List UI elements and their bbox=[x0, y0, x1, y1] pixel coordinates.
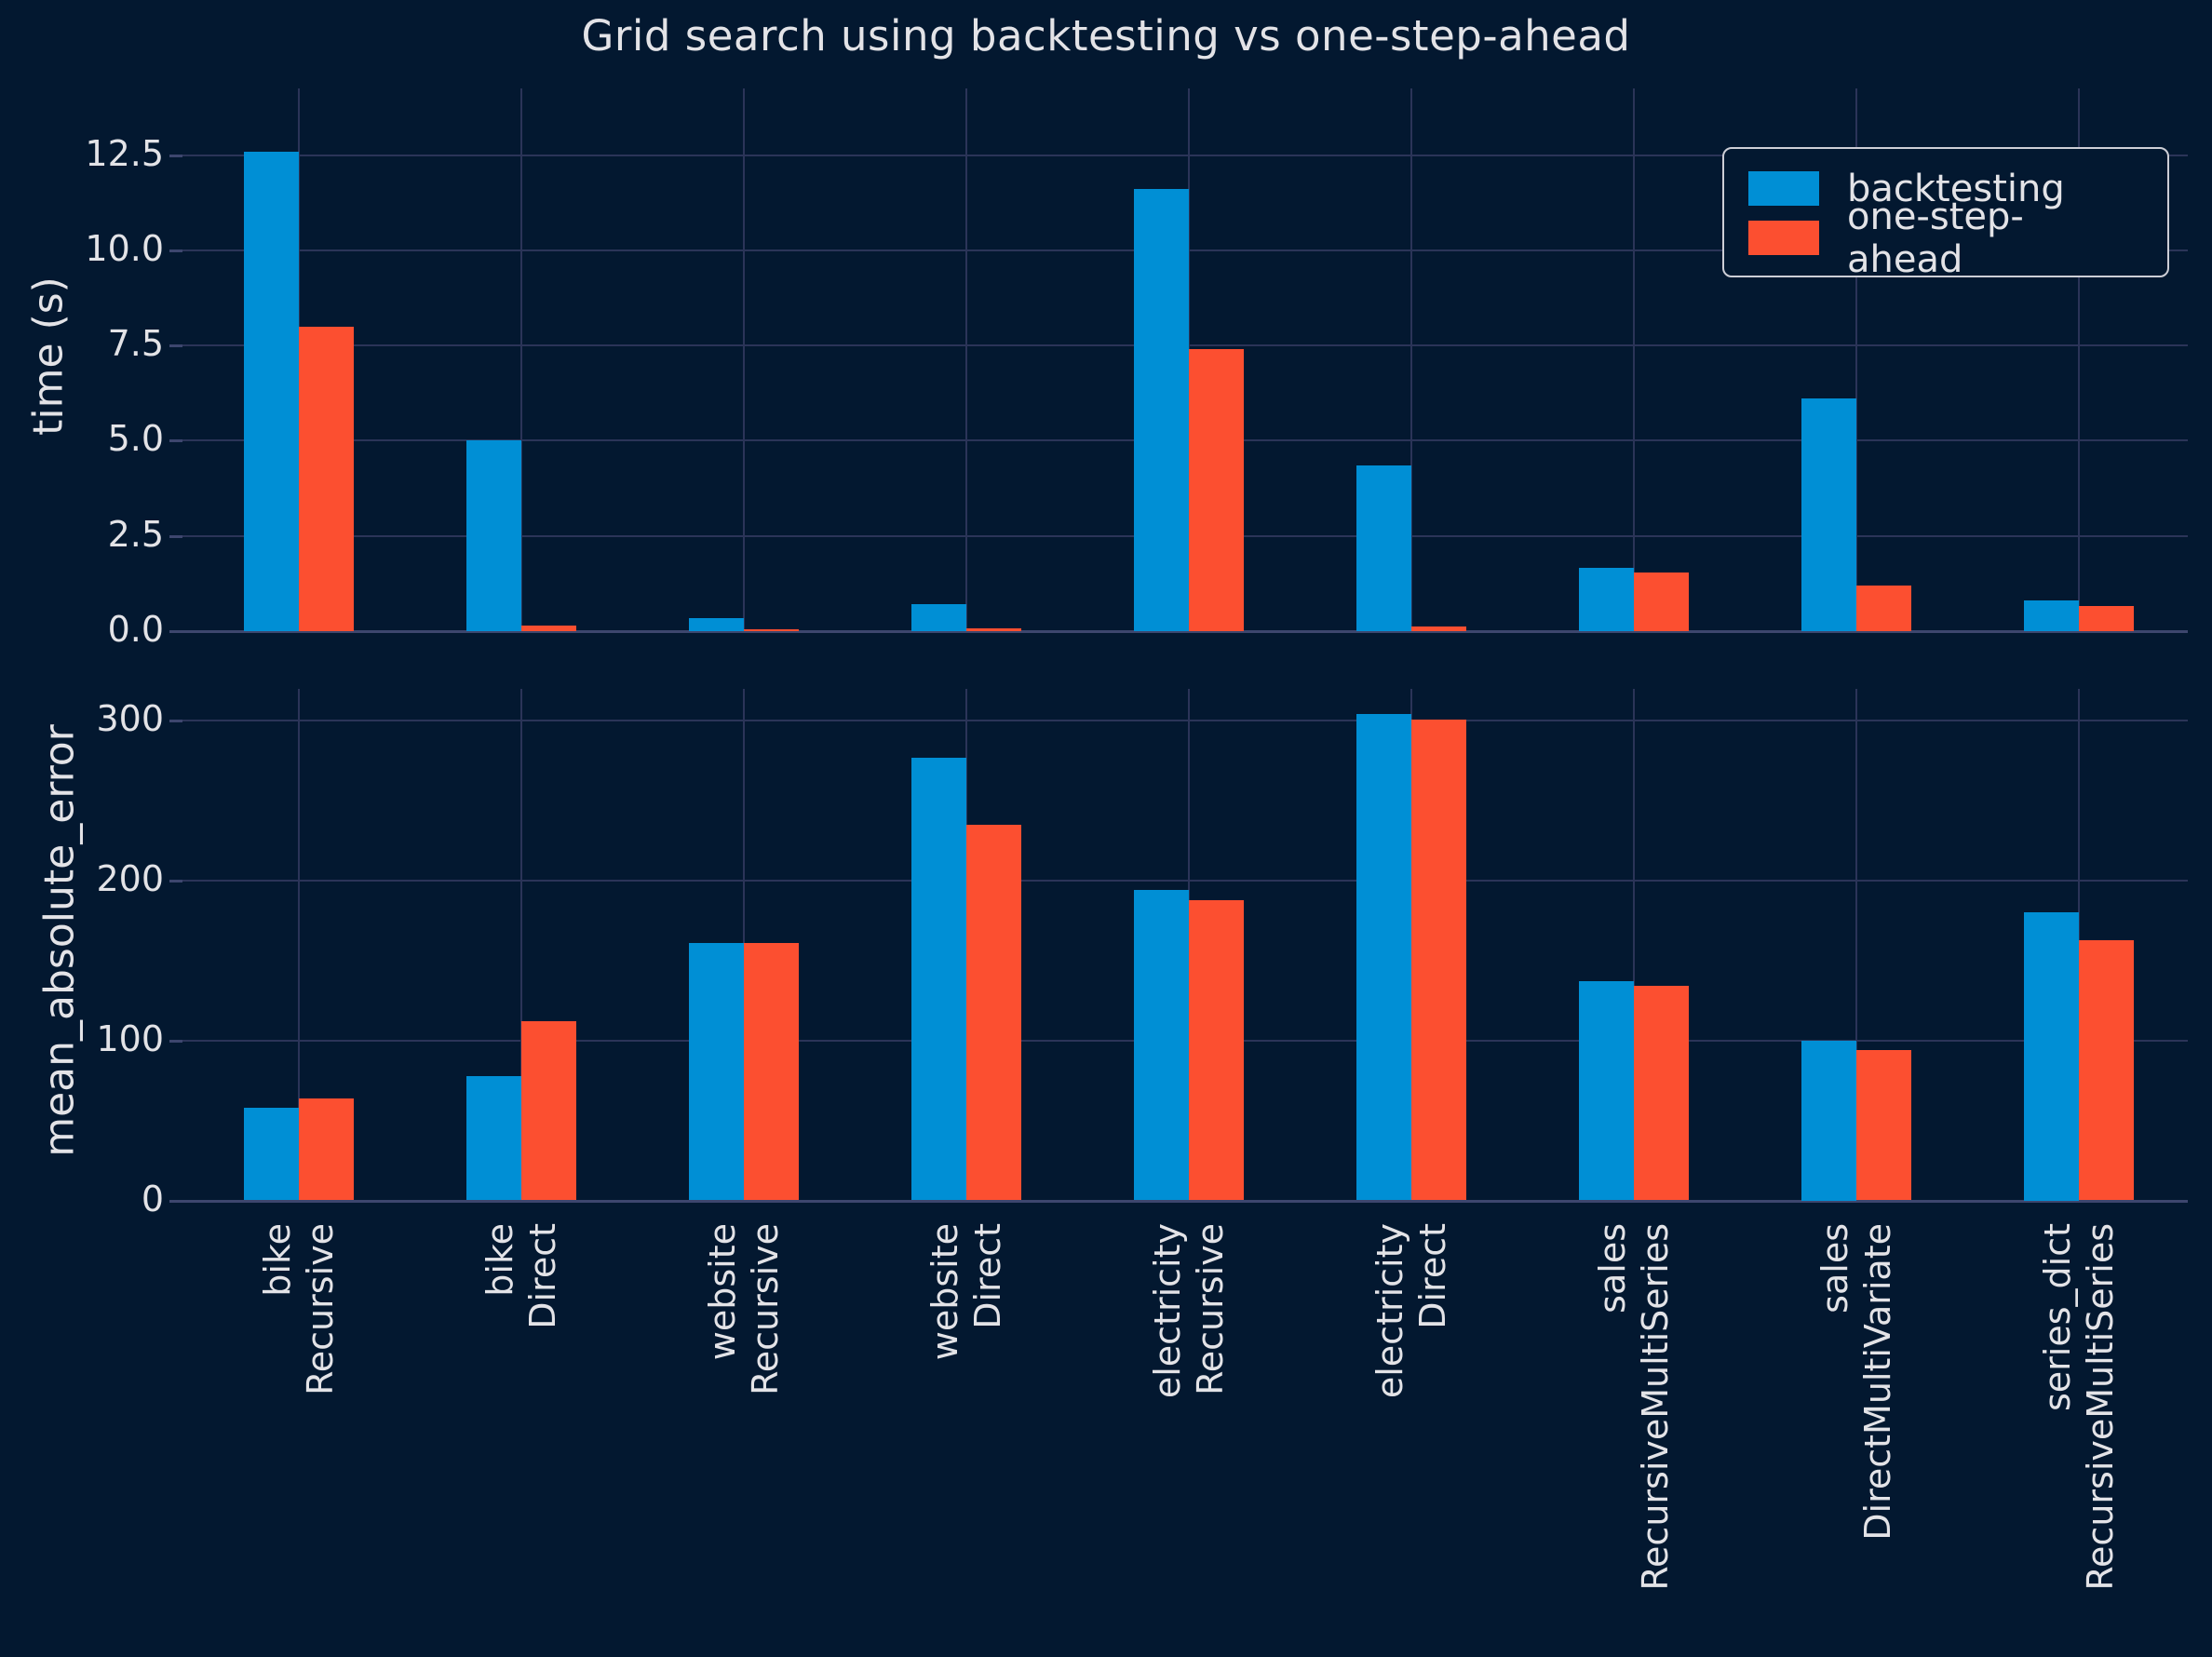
bar-one-step-ahead-electricity-Direct bbox=[1411, 719, 1466, 1201]
y-tick-mark bbox=[169, 630, 182, 633]
y-tick-mark bbox=[169, 1039, 182, 1043]
gridline bbox=[182, 720, 2188, 722]
y-tick-mark bbox=[169, 154, 182, 157]
bar-backtesting-website-Recursive bbox=[689, 943, 744, 1201]
gridline bbox=[520, 689, 522, 1201]
x-axis-line bbox=[182, 630, 2188, 633]
bar-one-step-ahead-website-Recursive bbox=[744, 943, 799, 1201]
bar-backtesting-sales-DirectMultiVariate bbox=[1801, 1040, 1856, 1201]
bar-backtesting-sales-RecursiveMultiSeries bbox=[1579, 568, 1634, 631]
x-axis-line bbox=[182, 1199, 2188, 1203]
y-tick-mark bbox=[169, 720, 182, 723]
bar-one-step-ahead-website-Direct bbox=[966, 824, 1021, 1201]
y-tick-label: 10.0 bbox=[85, 228, 164, 270]
one-step-ahead-swatch-icon bbox=[1748, 221, 1819, 255]
y-tick-label: 0 bbox=[141, 1178, 164, 1219]
y-tick-label: 2.5 bbox=[107, 513, 164, 555]
gridline bbox=[1855, 88, 1857, 631]
bar-one-step-ahead-bike-Direct bbox=[521, 625, 576, 631]
bar-one-step-ahead-electricity-Direct bbox=[1411, 626, 1466, 631]
legend-item-backtesting: backtesting bbox=[1748, 164, 2139, 213]
bar-backtesting-sales-RecursiveMultiSeries bbox=[1579, 981, 1634, 1201]
y-tick-label: 300 bbox=[96, 698, 164, 740]
bar-backtesting-website-Recursive bbox=[689, 617, 744, 631]
y-tick-label: 7.5 bbox=[107, 323, 164, 365]
bar-one-step-ahead-website-Direct bbox=[966, 627, 1021, 631]
bar-one-step-ahead-sales-RecursiveMultiSeries bbox=[1634, 986, 1689, 1201]
bar-one-step-ahead-bike-Direct bbox=[521, 1021, 576, 1201]
bar-backtesting-website-Direct bbox=[911, 604, 966, 631]
x-tick-label-sales: sales RecursiveMultiSeries bbox=[1592, 1222, 1676, 1591]
bar-one-step-ahead-sales-DirectMultiVariate bbox=[1856, 1050, 1911, 1201]
legend: backtesting one-step-ahead bbox=[1722, 147, 2169, 281]
bar-backtesting-series_dict-RecursiveMultiSeries bbox=[2024, 600, 2079, 631]
y-tick-mark bbox=[169, 249, 182, 252]
bar-backtesting-bike-Recursive bbox=[244, 1107, 299, 1201]
x-tick-label-sales: sales DirectMultiVariate bbox=[1814, 1222, 1898, 1541]
time-axes bbox=[182, 88, 2188, 635]
y-tick-label: 0.0 bbox=[107, 609, 164, 651]
gridline bbox=[2078, 88, 2080, 631]
y-tick-mark bbox=[169, 1199, 182, 1203]
gridline bbox=[182, 154, 2188, 156]
bar-one-step-ahead-bike-Recursive bbox=[299, 1098, 354, 1201]
gridline bbox=[298, 689, 300, 1201]
y-tick-mark bbox=[169, 534, 182, 538]
legend-item-one-step-ahead: one-step-ahead bbox=[1748, 195, 2139, 281]
gridline bbox=[1410, 88, 1412, 631]
bar-one-step-ahead-sales-RecursiveMultiSeries bbox=[1634, 572, 1689, 631]
x-tick-label-website: website Direct bbox=[924, 1222, 1008, 1360]
x-tick-label-series_dict: series_dict RecursiveMultiSeries bbox=[2037, 1222, 2121, 1591]
gridline bbox=[1633, 689, 1635, 1201]
x-tick-label-bike: bike Direct bbox=[479, 1222, 563, 1329]
backtesting-swatch-icon bbox=[1748, 171, 1819, 206]
y-tick-mark bbox=[169, 344, 182, 348]
legend-label: backtesting bbox=[1847, 167, 2065, 210]
bar-one-step-ahead-series_dict-RecursiveMultiSeries bbox=[2079, 939, 2134, 1201]
y-tick-label: 200 bbox=[96, 858, 164, 900]
bar-one-step-ahead-bike-Recursive bbox=[299, 326, 354, 631]
y-tick-mark bbox=[169, 439, 182, 443]
mae-axes bbox=[182, 689, 2188, 1205]
bar-backtesting-electricity-Recursive bbox=[1134, 890, 1189, 1201]
bar-backtesting-bike-Direct bbox=[466, 1075, 521, 1201]
y-tick-label: 5.0 bbox=[107, 418, 164, 460]
gridline bbox=[743, 88, 745, 631]
chart-title: Grid search using backtesting vs one-ste… bbox=[581, 11, 1631, 61]
bar-one-step-ahead-sales-DirectMultiVariate bbox=[1856, 585, 1911, 631]
bar-backtesting-electricity-Direct bbox=[1356, 714, 1411, 1201]
bar-backtesting-bike-Recursive bbox=[244, 151, 299, 631]
bar-backtesting-website-Direct bbox=[911, 757, 966, 1201]
gridline bbox=[520, 88, 522, 631]
x-tick-label-electricity: electricity Recursive bbox=[1147, 1222, 1231, 1398]
mae-axis-label: mean_absolute_error bbox=[35, 724, 84, 1157]
bar-backtesting-electricity-Recursive bbox=[1134, 189, 1189, 631]
gridline bbox=[1855, 689, 1857, 1201]
y-tick-mark bbox=[169, 880, 182, 883]
bar-backtesting-electricity-Direct bbox=[1356, 465, 1411, 631]
gridline bbox=[182, 880, 2188, 882]
y-tick-label: 12.5 bbox=[85, 132, 164, 174]
bar-one-step-ahead-website-Recursive bbox=[744, 628, 799, 631]
bar-backtesting-bike-Direct bbox=[466, 440, 521, 631]
x-tick-label-electricity: electricity Direct bbox=[1369, 1222, 1453, 1398]
bar-backtesting-series_dict-RecursiveMultiSeries bbox=[2024, 912, 2079, 1201]
bar-one-step-ahead-electricity-Recursive bbox=[1189, 349, 1244, 631]
bar-backtesting-sales-DirectMultiVariate bbox=[1801, 398, 1856, 631]
legend-label: one-step-ahead bbox=[1847, 195, 2024, 281]
y-tick-label: 100 bbox=[96, 1018, 164, 1060]
gridline bbox=[1633, 88, 1635, 631]
x-tick-label-bike: bike Recursive bbox=[257, 1222, 341, 1395]
bar-one-step-ahead-electricity-Recursive bbox=[1189, 899, 1244, 1201]
bar-one-step-ahead-series_dict-RecursiveMultiSeries bbox=[2079, 606, 2134, 631]
gridline bbox=[965, 88, 967, 631]
x-tick-label-website: website Recursive bbox=[702, 1222, 786, 1395]
